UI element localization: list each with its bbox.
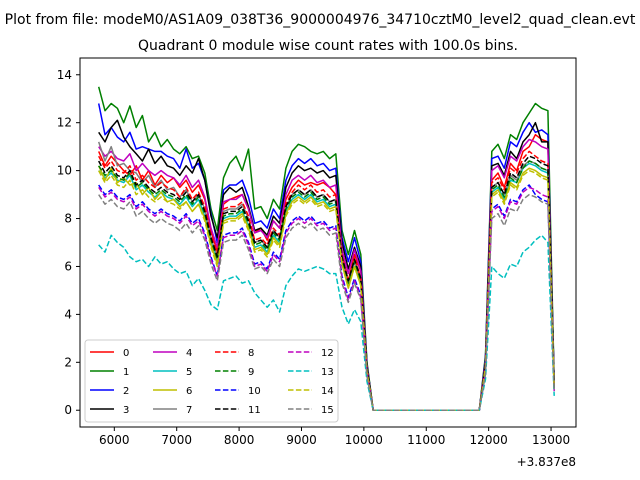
legend-label-13: 13: [321, 367, 334, 378]
legend-label-1: 1: [123, 367, 129, 378]
x-tick-label: 12000: [470, 433, 508, 447]
legend-label-8: 8: [248, 348, 254, 359]
legend-label-11: 11: [248, 405, 261, 416]
series-line-15: [98, 193, 555, 411]
legend-label-10: 10: [248, 386, 261, 397]
y-tick-label: 12: [57, 116, 72, 130]
x-axis: 6000 7000 8000 9000 10000 11000 12000 13000: [99, 427, 570, 447]
x-tick-label: 11000: [407, 433, 445, 447]
legend-label-2: 2: [123, 386, 129, 397]
legend-label-3: 3: [123, 405, 129, 416]
x-tick-label: 8000: [224, 433, 255, 447]
y-axis: 0 2 4 6 8 10 12 14: [57, 68, 80, 417]
legend-frame: [84, 339, 339, 423]
series-line-11: [98, 155, 555, 411]
series-layer: [97, 86, 555, 411]
x-tick-label: 7000: [161, 433, 192, 447]
x-tick-label: 13000: [532, 433, 570, 447]
legend-label-6: 6: [186, 386, 192, 397]
x-axis-offset-label: +3.837e8: [517, 455, 576, 469]
legend-label-0: 0: [123, 348, 129, 359]
y-tick-label: 4: [64, 307, 72, 321]
legend-label-7: 7: [186, 405, 192, 416]
legend-label-15: 15: [321, 405, 334, 416]
x-tick-label: 6000: [99, 433, 130, 447]
figure-suptitle: Plot from file: modeM0/AS1A09_038T36_900…: [5, 12, 636, 28]
legend-label-14: 14: [321, 386, 334, 397]
axes-frame: [79, 57, 577, 428]
y-tick-label: 10: [57, 164, 72, 178]
legend-label-9: 9: [248, 367, 254, 378]
y-tick-label: 2: [64, 355, 72, 369]
legend-label-4: 4: [186, 348, 192, 359]
legend-label-12: 12: [321, 348, 334, 359]
chart-title: Quadrant 0 module wise count rates with …: [138, 38, 518, 54]
y-tick-label: 6: [64, 259, 72, 273]
x-tick-label: 9000: [286, 433, 317, 447]
y-tick-label: 0: [64, 403, 72, 417]
y-tick-label: 14: [57, 68, 72, 82]
legend-label-5: 5: [186, 367, 192, 378]
x-tick-label: 10000: [345, 433, 383, 447]
y-tick-label: 8: [64, 212, 72, 226]
